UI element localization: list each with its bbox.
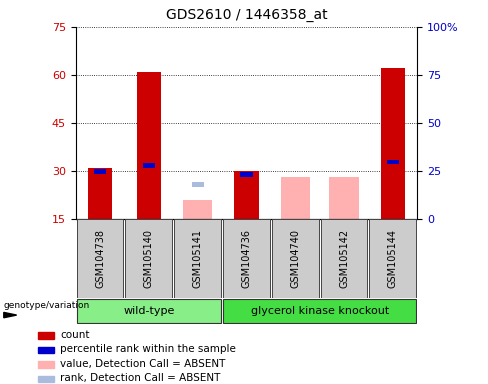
Text: GSM104736: GSM104736	[242, 229, 251, 288]
Bar	[125, 219, 172, 298]
Bar	[281, 177, 310, 219]
Bar	[38, 347, 54, 353]
Bar	[38, 361, 54, 368]
Bar	[223, 299, 416, 323]
Text: GSM105142: GSM105142	[339, 229, 349, 288]
Bar	[321, 219, 367, 298]
Bar	[38, 332, 54, 339]
Text: GSM105141: GSM105141	[193, 229, 203, 288]
Polygon shape	[4, 313, 17, 318]
Text: genotype/variation: genotype/variation	[4, 301, 90, 310]
Bar	[192, 182, 204, 187]
Text: percentile rank within the sample: percentile rank within the sample	[61, 344, 236, 354]
Bar	[77, 219, 123, 298]
Text: glycerol kinase knockout: glycerol kinase knockout	[250, 306, 389, 316]
Text: wild-type: wild-type	[123, 306, 175, 316]
Text: GSM105140: GSM105140	[144, 229, 154, 288]
Bar	[329, 177, 359, 219]
Bar	[234, 171, 259, 219]
Text: GSM104738: GSM104738	[95, 229, 105, 288]
Text: GSM105144: GSM105144	[388, 229, 398, 288]
Bar	[381, 68, 405, 219]
Bar	[88, 168, 112, 219]
Text: count: count	[61, 330, 90, 340]
Text: GSM104740: GSM104740	[290, 229, 300, 288]
Bar	[143, 163, 155, 168]
Bar	[94, 169, 106, 174]
Bar	[137, 72, 161, 219]
Text: rank, Detection Call = ABSENT: rank, Detection Call = ABSENT	[61, 373, 221, 384]
Bar	[38, 376, 54, 382]
Bar	[369, 219, 416, 298]
Bar	[183, 200, 212, 219]
Bar	[387, 160, 399, 164]
Bar	[174, 219, 221, 298]
Bar	[77, 299, 221, 323]
Title: GDS2610 / 1446358_at: GDS2610 / 1446358_at	[165, 8, 327, 22]
Bar	[223, 219, 270, 298]
Bar	[241, 172, 253, 177]
Text: value, Detection Call = ABSENT: value, Detection Call = ABSENT	[61, 359, 225, 369]
Bar	[272, 219, 319, 298]
